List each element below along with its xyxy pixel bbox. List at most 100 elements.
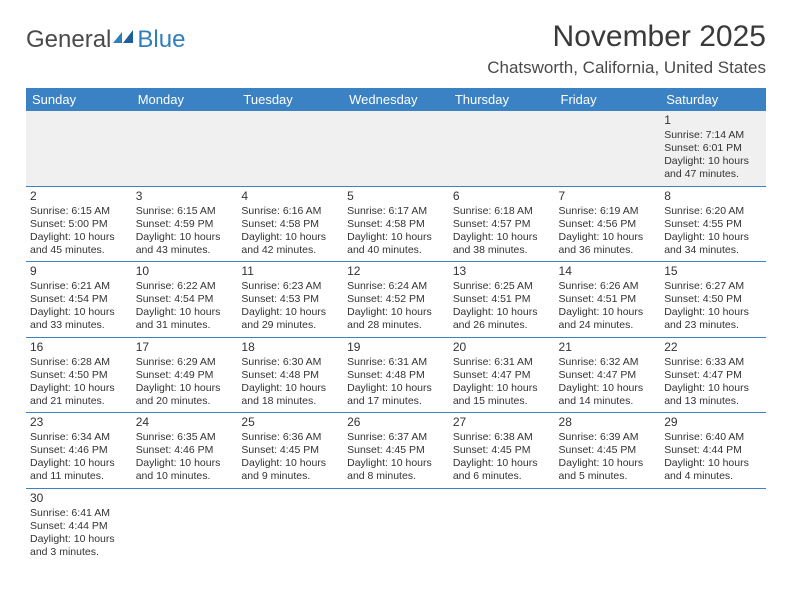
sunrise-text: Sunrise: 6:39 AM: [559, 431, 657, 444]
calendar-cell: 18Sunrise: 6:30 AMSunset: 4:48 PMDayligh…: [237, 337, 343, 413]
calendar-week: 9Sunrise: 6:21 AMSunset: 4:54 PMDaylight…: [26, 262, 766, 338]
day-number: 16: [30, 340, 128, 355]
day-number: 17: [136, 340, 234, 355]
day-header: Thursday: [449, 88, 555, 111]
daylight-text: Daylight: 10 hours and 28 minutes.: [347, 306, 445, 332]
day-number: 1: [664, 113, 762, 128]
sunset-text: Sunset: 4:45 PM: [559, 444, 657, 457]
day-header: Friday: [555, 88, 661, 111]
daylight-text: Daylight: 10 hours and 15 minutes.: [453, 382, 551, 408]
sunrise-text: Sunrise: 6:21 AM: [30, 280, 128, 293]
day-header: Wednesday: [343, 88, 449, 111]
day-number: 7: [559, 189, 657, 204]
sunset-text: Sunset: 4:48 PM: [347, 369, 445, 382]
daylight-text: Daylight: 10 hours and 4 minutes.: [664, 457, 762, 483]
sunset-text: Sunset: 4:56 PM: [559, 218, 657, 231]
calendar-cell: 19Sunrise: 6:31 AMSunset: 4:48 PMDayligh…: [343, 337, 449, 413]
daylight-text: Daylight: 10 hours and 17 minutes.: [347, 382, 445, 408]
sunrise-text: Sunrise: 6:16 AM: [241, 205, 339, 218]
sunrise-text: Sunrise: 6:26 AM: [559, 280, 657, 293]
day-number: 14: [559, 264, 657, 279]
day-number: 26: [347, 415, 445, 430]
calendar-cell: 12Sunrise: 6:24 AMSunset: 4:52 PMDayligh…: [343, 262, 449, 338]
sunrise-text: Sunrise: 6:32 AM: [559, 356, 657, 369]
daylight-text: Daylight: 10 hours and 36 minutes.: [559, 231, 657, 257]
calendar-cell: 16Sunrise: 6:28 AMSunset: 4:50 PMDayligh…: [26, 337, 132, 413]
day-header-row: SundayMondayTuesdayWednesdayThursdayFrid…: [26, 88, 766, 111]
daylight-text: Daylight: 10 hours and 21 minutes.: [30, 382, 128, 408]
sunrise-text: Sunrise: 6:36 AM: [241, 431, 339, 444]
calendar-cell: 8Sunrise: 6:20 AMSunset: 4:55 PMDaylight…: [660, 186, 766, 262]
daylight-text: Daylight: 10 hours and 43 minutes.: [136, 231, 234, 257]
day-number: 23: [30, 415, 128, 430]
calendar-cell: 13Sunrise: 6:25 AMSunset: 4:51 PMDayligh…: [449, 262, 555, 338]
logo-text-1: General: [26, 26, 111, 54]
calendar-cell: 21Sunrise: 6:32 AMSunset: 4:47 PMDayligh…: [555, 337, 661, 413]
sunrise-text: Sunrise: 6:17 AM: [347, 205, 445, 218]
sunset-text: Sunset: 4:50 PM: [664, 293, 762, 306]
calendar-cell: [132, 488, 238, 563]
daylight-text: Daylight: 10 hours and 26 minutes.: [453, 306, 551, 332]
daylight-text: Daylight: 10 hours and 14 minutes.: [559, 382, 657, 408]
day-number: 10: [136, 264, 234, 279]
header: General Blue November 2025 Chatsworth, C…: [26, 20, 766, 78]
sunrise-text: Sunrise: 6:31 AM: [347, 356, 445, 369]
calendar-cell: 4Sunrise: 6:16 AMSunset: 4:58 PMDaylight…: [237, 186, 343, 262]
daylight-text: Daylight: 10 hours and 42 minutes.: [241, 231, 339, 257]
day-number: 27: [453, 415, 551, 430]
calendar-cell: 6Sunrise: 6:18 AMSunset: 4:57 PMDaylight…: [449, 186, 555, 262]
sunrise-text: Sunrise: 6:27 AM: [664, 280, 762, 293]
calendar-cell: 17Sunrise: 6:29 AMSunset: 4:49 PMDayligh…: [132, 337, 238, 413]
title-block: November 2025 Chatsworth, California, Un…: [487, 20, 766, 78]
calendar-cell: 24Sunrise: 6:35 AMSunset: 4:46 PMDayligh…: [132, 413, 238, 489]
daylight-text: Daylight: 10 hours and 45 minutes.: [30, 231, 128, 257]
sunrise-text: Sunrise: 6:40 AM: [664, 431, 762, 444]
calendar-cell: 1Sunrise: 7:14 AMSunset: 6:01 PMDaylight…: [660, 111, 766, 186]
calendar-cell: 29Sunrise: 6:40 AMSunset: 4:44 PMDayligh…: [660, 413, 766, 489]
calendar-week: 30Sunrise: 6:41 AMSunset: 4:44 PMDayligh…: [26, 488, 766, 563]
sunset-text: Sunset: 4:50 PM: [30, 369, 128, 382]
sunset-text: Sunset: 4:58 PM: [347, 218, 445, 231]
daylight-text: Daylight: 10 hours and 24 minutes.: [559, 306, 657, 332]
sunset-text: Sunset: 4:47 PM: [664, 369, 762, 382]
daylight-text: Daylight: 10 hours and 3 minutes.: [30, 533, 128, 559]
calendar-cell: 27Sunrise: 6:38 AMSunset: 4:45 PMDayligh…: [449, 413, 555, 489]
calendar-cell: [237, 111, 343, 186]
day-number: 29: [664, 415, 762, 430]
daylight-text: Daylight: 10 hours and 8 minutes.: [347, 457, 445, 483]
calendar-cell: 10Sunrise: 6:22 AMSunset: 4:54 PMDayligh…: [132, 262, 238, 338]
day-number: 18: [241, 340, 339, 355]
daylight-text: Daylight: 10 hours and 34 minutes.: [664, 231, 762, 257]
calendar-cell: [449, 111, 555, 186]
sunset-text: Sunset: 4:52 PM: [347, 293, 445, 306]
calendar-cell: 9Sunrise: 6:21 AMSunset: 4:54 PMDaylight…: [26, 262, 132, 338]
day-number: 4: [241, 189, 339, 204]
day-number: 12: [347, 264, 445, 279]
calendar-cell: [343, 488, 449, 563]
sunrise-text: Sunrise: 6:35 AM: [136, 431, 234, 444]
daylight-text: Daylight: 10 hours and 23 minutes.: [664, 306, 762, 332]
sunset-text: Sunset: 4:47 PM: [453, 369, 551, 382]
daylight-text: Daylight: 10 hours and 47 minutes.: [664, 155, 762, 181]
daylight-text: Daylight: 10 hours and 31 minutes.: [136, 306, 234, 332]
calendar-cell: 22Sunrise: 6:33 AMSunset: 4:47 PMDayligh…: [660, 337, 766, 413]
day-number: 20: [453, 340, 551, 355]
calendar-cell: 14Sunrise: 6:26 AMSunset: 4:51 PMDayligh…: [555, 262, 661, 338]
day-number: 22: [664, 340, 762, 355]
day-header: Tuesday: [237, 88, 343, 111]
calendar-cell: 7Sunrise: 6:19 AMSunset: 4:56 PMDaylight…: [555, 186, 661, 262]
day-header: Sunday: [26, 88, 132, 111]
sunset-text: Sunset: 4:46 PM: [30, 444, 128, 457]
sunrise-text: Sunrise: 6:34 AM: [30, 431, 128, 444]
day-number: 21: [559, 340, 657, 355]
sunrise-text: Sunrise: 6:37 AM: [347, 431, 445, 444]
sunset-text: Sunset: 6:01 PM: [664, 142, 762, 155]
sunset-text: Sunset: 4:49 PM: [136, 369, 234, 382]
sunrise-text: Sunrise: 6:18 AM: [453, 205, 551, 218]
sunset-text: Sunset: 4:54 PM: [30, 293, 128, 306]
sunset-text: Sunset: 4:58 PM: [241, 218, 339, 231]
sunrise-text: Sunrise: 6:19 AM: [559, 205, 657, 218]
calendar-cell: [237, 488, 343, 563]
calendar-week: 2Sunrise: 6:15 AMSunset: 5:00 PMDaylight…: [26, 186, 766, 262]
calendar-cell: 3Sunrise: 6:15 AMSunset: 4:59 PMDaylight…: [132, 186, 238, 262]
